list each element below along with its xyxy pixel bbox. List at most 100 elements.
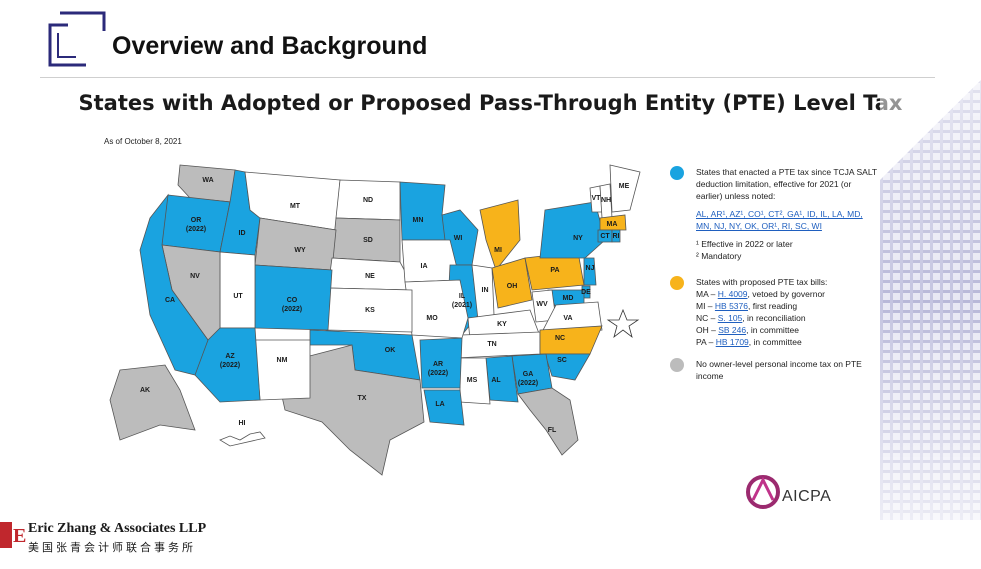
state-label-ks: KS bbox=[365, 307, 375, 314]
state-label-tn: TN bbox=[487, 341, 496, 348]
bill-link[interactable]: S. 105 bbox=[717, 313, 743, 323]
state-label-mt: MT bbox=[290, 203, 301, 210]
state-ak bbox=[109, 364, 196, 441]
bill-nc: NC – S. 105, in reconciliation bbox=[696, 313, 806, 323]
state-mo bbox=[404, 279, 469, 339]
state-label-oh: OH bbox=[507, 283, 518, 290]
as-of-date: As of October 8, 2021 bbox=[104, 137, 182, 146]
state-label-id: ID bbox=[239, 230, 246, 237]
bill-link[interactable]: HB 5376 bbox=[714, 301, 748, 311]
state-label-mi: MI bbox=[494, 247, 502, 254]
state-label-ma: MA bbox=[607, 221, 618, 228]
state-label-ne: NE bbox=[365, 273, 375, 280]
bill-link[interactable]: H. 4009 bbox=[717, 289, 748, 299]
bill-link[interactable]: SB 246 bbox=[718, 325, 747, 335]
state-label-wi: WI bbox=[454, 235, 463, 242]
legend-enacted: States that enacted a PTE tax since TCJA… bbox=[670, 166, 880, 262]
state-label-nv: NV bbox=[190, 273, 200, 280]
state-label-la: LA bbox=[435, 401, 444, 408]
state-sc bbox=[544, 353, 591, 381]
state-label-md: MD bbox=[563, 295, 574, 302]
state-label-vt: VT bbox=[592, 195, 602, 202]
state-ca bbox=[139, 193, 209, 376]
state-label-wy: WY bbox=[294, 247, 306, 254]
state-label-nj: NJ bbox=[586, 265, 595, 272]
firm-logo-icon: EZ bbox=[0, 522, 26, 548]
state-mi bbox=[479, 199, 521, 271]
state-label-ok: OK bbox=[385, 347, 396, 354]
us-pte-map: WA OR (2022) ID MT ND SD WY NE MN WI MI IA IL (2021) IN… bbox=[109, 164, 641, 476]
svg-text:EZ: EZ bbox=[13, 525, 26, 547]
state-label-or: OR bbox=[191, 217, 202, 224]
legend-no-tax: No owner-level personal income tax on PT… bbox=[670, 358, 880, 382]
dc-star-icon bbox=[606, 308, 640, 339]
state-label-nh: NH bbox=[601, 197, 611, 204]
state-ma bbox=[599, 214, 627, 231]
decorative-photo bbox=[880, 80, 981, 520]
state-year-ga: (2022) bbox=[518, 380, 538, 387]
state-year-or: (2022) bbox=[186, 226, 206, 233]
state-tn bbox=[454, 331, 541, 359]
state-label-ut: UT bbox=[233, 293, 243, 300]
state-label-de: DE bbox=[581, 289, 591, 296]
state-label-ga: GA bbox=[523, 371, 534, 378]
state-oh bbox=[491, 257, 533, 309]
state-label-me: ME bbox=[619, 183, 630, 190]
state-label-ak: AK bbox=[140, 387, 150, 394]
legend-note-1: ¹ Effective in 2022 or later bbox=[696, 239, 793, 249]
legend-note-2: ² Mandatory bbox=[696, 251, 742, 261]
state-tx bbox=[274, 344, 425, 476]
proposed-dot-icon bbox=[670, 276, 684, 290]
state-nj bbox=[583, 257, 597, 286]
legend-enacted-text: States that enacted a PTE tax since TCJA… bbox=[696, 167, 877, 201]
state-label-mo: MO bbox=[426, 315, 438, 322]
state-ri bbox=[611, 229, 621, 243]
state-label-ca: CA bbox=[165, 297, 175, 304]
state-fl bbox=[517, 387, 579, 456]
title-divider bbox=[40, 77, 935, 78]
state-label-al: AL bbox=[491, 377, 501, 384]
firm-name-chinese: 美国张青会计师联合事务所 bbox=[28, 541, 196, 554]
aicpa-logo bbox=[746, 475, 780, 509]
state-label-ar: AR bbox=[433, 361, 443, 368]
state-label-wa: WA bbox=[202, 177, 213, 184]
state-hi bbox=[219, 431, 266, 447]
state-label-in: IN bbox=[482, 287, 489, 294]
state-me bbox=[609, 164, 641, 213]
bill-link[interactable]: HB 1709 bbox=[715, 337, 749, 347]
legend-enacted-states[interactable]: AL, AR¹, AZ¹, CO¹, CT², GA¹, ID, IL, LA,… bbox=[696, 209, 863, 231]
enacted-dot-icon bbox=[670, 166, 684, 180]
state-label-nm: NM bbox=[277, 357, 288, 364]
state-year-ar: (2022) bbox=[428, 370, 448, 377]
state-year-co: (2022) bbox=[282, 306, 302, 313]
state-label-ri: RI bbox=[613, 233, 620, 240]
state-la bbox=[423, 389, 465, 426]
state-ny bbox=[539, 201, 606, 259]
state-label-sd: SD bbox=[363, 237, 373, 244]
state-label-fl: FL bbox=[548, 427, 557, 434]
state-label-hi: HI bbox=[239, 420, 246, 427]
aicpa-label: AICPA bbox=[782, 488, 832, 505]
state-label-wv: WV bbox=[536, 301, 548, 308]
page-title: Overview and Background bbox=[112, 32, 428, 60]
bill-ma: MA – H. 4009, vetoed by governor bbox=[696, 289, 826, 299]
section-logo-icon bbox=[48, 11, 106, 67]
legend-proposed: States with proposed PTE tax bills: MA –… bbox=[670, 276, 880, 348]
state-label-ct: CT bbox=[600, 233, 610, 240]
state-label-co: CO bbox=[287, 297, 298, 304]
state-ut bbox=[219, 251, 256, 329]
state-label-pa: PA bbox=[550, 267, 559, 274]
state-label-va: VA bbox=[563, 315, 572, 322]
state-label-az: AZ bbox=[225, 353, 235, 360]
firm-name: Eric Zhang & Associates LLP bbox=[28, 521, 207, 536]
state-label-ny: NY bbox=[573, 235, 583, 242]
state-ar bbox=[419, 337, 463, 389]
legend-no-tax-text: No owner-level personal income tax on PT… bbox=[696, 359, 862, 381]
state-year-il: (2021) bbox=[452, 302, 472, 309]
state-label-sc: SC bbox=[557, 357, 567, 364]
state-label-ms: MS bbox=[467, 377, 478, 384]
bill-oh: OH – SB 246, in committee bbox=[696, 325, 799, 335]
bill-mi: MI – HB 5376, first reading bbox=[696, 301, 798, 311]
state-nm bbox=[254, 339, 311, 401]
state-label-nc: NC bbox=[555, 335, 565, 342]
